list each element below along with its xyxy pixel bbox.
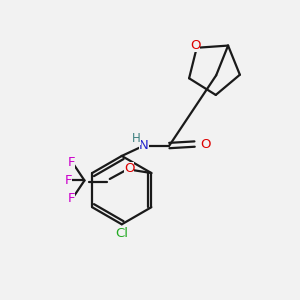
Text: Cl: Cl: [115, 227, 128, 240]
Text: O: O: [200, 138, 210, 151]
Text: O: O: [190, 39, 200, 52]
Text: F: F: [68, 156, 75, 169]
Text: N: N: [139, 139, 149, 152]
Text: O: O: [124, 162, 134, 175]
Text: F: F: [64, 174, 72, 187]
Text: H: H: [132, 132, 141, 145]
Text: F: F: [68, 192, 75, 205]
